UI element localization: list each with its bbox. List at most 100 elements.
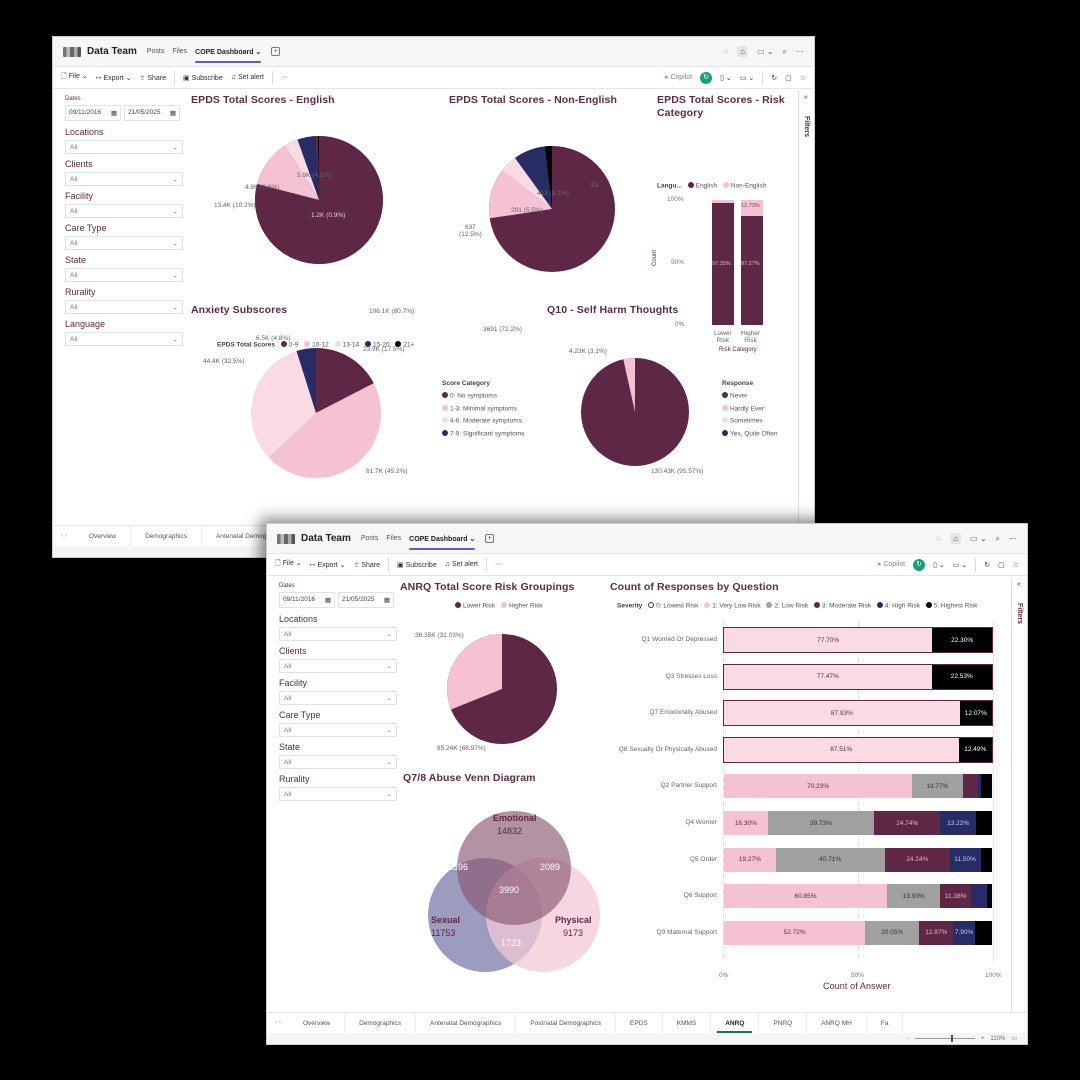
bar-segment[interactable]: 19.27% — [724, 847, 776, 872]
page-tab-anrq-mh[interactable]: ANRQ MH — [807, 1013, 867, 1033]
table-row[interactable]: 60.85% 19.93% 11.38% — [723, 883, 993, 909]
anrq-pie[interactable] — [445, 632, 559, 746]
bar-higher-risk[interactable]: 12.73% 87.27% — [741, 200, 763, 325]
page-nav-arrows-icon[interactable]: ‹ › — [61, 533, 67, 539]
locations-dropdown[interactable]: All ⌄ — [279, 627, 397, 641]
table-row[interactable]: 87.51% 12.49% — [723, 736, 993, 763]
state-dropdown[interactable]: All ⌄ — [65, 268, 183, 282]
bar-segment[interactable]: 20.05% — [865, 920, 919, 945]
subscribe-button[interactable]: ▣ Subscribe — [183, 74, 223, 82]
lock-icon[interactable]: ⌂ — [737, 46, 749, 57]
bar-segment[interactable]: 18.77% — [912, 774, 963, 799]
clients-dropdown[interactable]: All ⌄ — [65, 172, 183, 186]
bar-segment[interactable]: 87.51% — [724, 737, 959, 762]
abuse-venn-diagram[interactable] — [415, 795, 615, 980]
bar-segment[interactable] — [974, 920, 992, 945]
epds-english-pie[interactable] — [253, 134, 385, 266]
facility-dropdown[interactable]: All ⌄ — [65, 204, 183, 218]
favorite-icon[interactable]: ☆ — [799, 74, 806, 82]
clients-dropdown[interactable]: All ⌄ — [279, 659, 397, 673]
bar-segment[interactable]: 22.53% — [931, 664, 992, 689]
share-button[interactable]: ⇪ Share — [353, 561, 381, 569]
refresh-badge-icon[interactable]: ↻ — [913, 558, 926, 571]
bar-segment[interactable] — [970, 884, 988, 909]
care-type-dropdown[interactable]: All ⌄ — [279, 723, 397, 737]
bar-segment[interactable] — [981, 774, 992, 799]
language-dropdown[interactable]: All ⌄ — [65, 332, 183, 346]
bar-segment[interactable]: 22.30% — [932, 628, 992, 652]
bar-segment[interactable]: 12.07% — [959, 701, 992, 726]
epds-non-english-pie[interactable] — [487, 144, 617, 274]
reload-icon[interactable]: ↻ — [984, 561, 991, 569]
bar-segment[interactable]: 24.74% — [874, 811, 941, 835]
table-row[interactable]: 70.23% 18.77% — [723, 773, 993, 799]
date-to-input[interactable]: 21/05/2025 ▦ — [124, 105, 180, 121]
table-row[interactable]: 77.70% 22.30% — [723, 627, 993, 653]
add-tab-icon[interactable]: + — [485, 534, 495, 543]
tab-files[interactable]: Files — [386, 535, 402, 542]
refresh-badge-icon[interactable]: ↻ — [700, 71, 713, 84]
more-icon[interactable]: ··· — [796, 47, 804, 56]
more-options-button[interactable]: ··· — [495, 561, 503, 568]
page-tab-pnrq[interactable]: PNRQ — [759, 1013, 808, 1033]
page-tab-kmms[interactable]: KMMS — [663, 1013, 712, 1033]
bar-segment[interactable]: 40.71% — [775, 847, 885, 872]
bar-segment[interactable]: 12.87% — [919, 920, 954, 945]
chat-icon[interactable]: ◌ — [723, 47, 729, 56]
subscribe-button[interactable]: ▣ Subscribe — [397, 561, 437, 569]
care-type-dropdown[interactable]: All ⌄ — [65, 236, 183, 250]
bar-segment[interactable]: 39.73% — [767, 811, 875, 835]
comment-icon[interactable]: ▢ — [785, 74, 792, 82]
bar-segment[interactable]: 7.90% — [953, 920, 975, 945]
lock-icon[interactable]: ⌂ — [950, 533, 962, 544]
page-tab-demographics[interactable]: Demographics — [345, 1013, 417, 1033]
tab-files[interactable]: Files — [172, 48, 188, 55]
page-tab-overview[interactable]: Overview — [289, 1013, 346, 1033]
responses-bar-chart[interactable]: Q1 Worried Or Depressed 77.70% 22.30% Q3 St… — [609, 621, 994, 961]
state-dropdown[interactable]: All ⌄ — [279, 755, 397, 769]
bar-segment[interactable]: 70.23% — [724, 774, 913, 799]
page-tab-antenatal-demographics[interactable]: Antenatal Demographics — [416, 1013, 517, 1033]
page-nav-arrows-icon[interactable]: ‹ › — [275, 1020, 281, 1026]
page-tab-overview[interactable]: Overview — [75, 526, 132, 546]
date-from-input[interactable]: 09/11/2016 ▦ — [65, 105, 121, 121]
view-icon[interactable]: ▭ ⌄ — [952, 561, 968, 569]
file-menu[interactable]: 🗋 File ⌄ — [275, 560, 302, 567]
file-menu[interactable]: 🗋 File ⌄ — [61, 73, 88, 80]
bar-segment[interactable] — [977, 774, 982, 799]
self-harm-pie[interactable] — [579, 356, 691, 468]
bar-segment[interactable]: 77.47% — [724, 664, 932, 689]
search-icon[interactable]: ⌕ — [995, 533, 1000, 543]
bar-segment[interactable]: 52.72% — [724, 920, 866, 945]
rurality-dropdown[interactable]: All ⌄ — [279, 787, 397, 801]
view-icon[interactable]: ▭ ⌄ — [739, 74, 755, 82]
table-row[interactable]: 16.30% 39.73% 24.74% 13.22% — [723, 810, 993, 836]
tab-cope-dashboard[interactable]: COPE Dashboard ⌄ — [195, 39, 262, 65]
copilot-button[interactable]: ● Copilot — [664, 74, 693, 81]
more-options-button[interactable]: ··· — [281, 74, 289, 81]
export-menu[interactable]: ↦ Export ⌄ — [95, 74, 132, 82]
comment-icon[interactable]: ▢ — [998, 561, 1005, 569]
table-row[interactable]: 77.47% 22.53% — [723, 663, 993, 690]
bar-segment[interactable] — [980, 847, 992, 872]
share-button[interactable]: ⇪ Share — [139, 74, 167, 82]
rurality-dropdown[interactable]: All ⌄ — [65, 300, 183, 314]
tab-posts[interactable]: Posts — [146, 48, 165, 55]
chat-icon[interactable]: ◌ — [936, 534, 942, 543]
filters-pane[interactable]: « Filters — [1011, 577, 1027, 1012]
collapse-icon[interactable]: « — [1017, 581, 1021, 588]
bar-segment[interactable]: 77.70% — [724, 628, 933, 652]
tab-cope-dashboard[interactable]: COPE Dashboard ⌄ — [409, 526, 476, 552]
date-from-input[interactable]: 09/11/2016 ▦ — [279, 592, 335, 608]
facility-dropdown[interactable]: All ⌄ — [279, 691, 397, 705]
zoom-control[interactable]: - + 110% ▭ — [906, 1035, 1017, 1042]
tab-posts[interactable]: Posts — [360, 535, 379, 542]
table-row[interactable]: 87.93% 12.07% — [723, 700, 993, 727]
fit-page-icon[interactable]: ▭ — [1011, 1036, 1017, 1042]
bar-segment[interactable] — [962, 774, 978, 799]
page-tab-fa[interactable]: Fa — [867, 1013, 904, 1033]
set-alert-button[interactable]: ♫ Set alert — [444, 561, 479, 568]
page-tab-anrq[interactable]: ANRQ — [711, 1013, 760, 1033]
video-call-icon[interactable]: ▭ ⌄ — [970, 534, 987, 543]
bookmark-icon[interactable]: ▯ ⌄ — [933, 561, 945, 569]
